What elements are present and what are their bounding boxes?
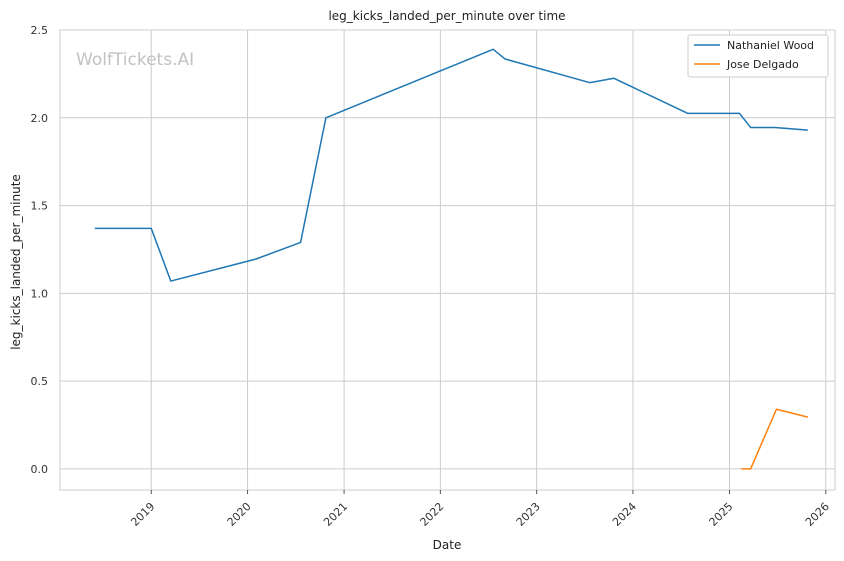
x-tick-label-2022: 2022	[418, 500, 447, 529]
series-line-nathaniel-wood	[94, 48, 808, 282]
legend-box	[687, 34, 829, 78]
y-tick-label-1.5: 1.5	[31, 200, 49, 213]
x-tick-label-2023: 2023	[514, 500, 543, 529]
x-tick-label-2025: 2025	[707, 500, 736, 529]
watermark: WolfTickets.AI	[76, 50, 194, 70]
series-line-jose-delgado	[741, 408, 809, 470]
x-tick-label-2024: 2024	[610, 500, 639, 529]
x-tick-label-2021: 2021	[321, 500, 350, 529]
x-axis-title: Date	[433, 538, 462, 552]
chart-title: leg_kicks_landed_per_minute over time	[328, 9, 565, 23]
y-tick-label-2.0: 2.0	[31, 112, 49, 125]
plot-area	[59, 29, 836, 491]
y-axis-title: leg_kicks_landed_per_minute	[9, 174, 23, 350]
x-tick-label-2020: 2020	[225, 500, 254, 529]
y-tick-label-1.0: 1.0	[31, 287, 49, 300]
x-tick-label-2019: 2019	[128, 500, 157, 529]
y-tick-label-0.5: 0.5	[31, 375, 49, 388]
legend-label-jose-delgado: Jose Delgado	[726, 58, 799, 71]
y-tick-label-2.5: 2.5	[31, 24, 49, 37]
legend: Nathaniel Wood Jose Delgado	[687, 34, 829, 78]
series-lines	[94, 48, 809, 470]
y-tick-label-0.0: 0.0	[31, 463, 49, 476]
legend-label-nathaniel-wood: Nathaniel Wood	[727, 39, 814, 52]
grid	[60, 29, 835, 490]
x-tick-label-2026: 2026	[803, 500, 832, 529]
